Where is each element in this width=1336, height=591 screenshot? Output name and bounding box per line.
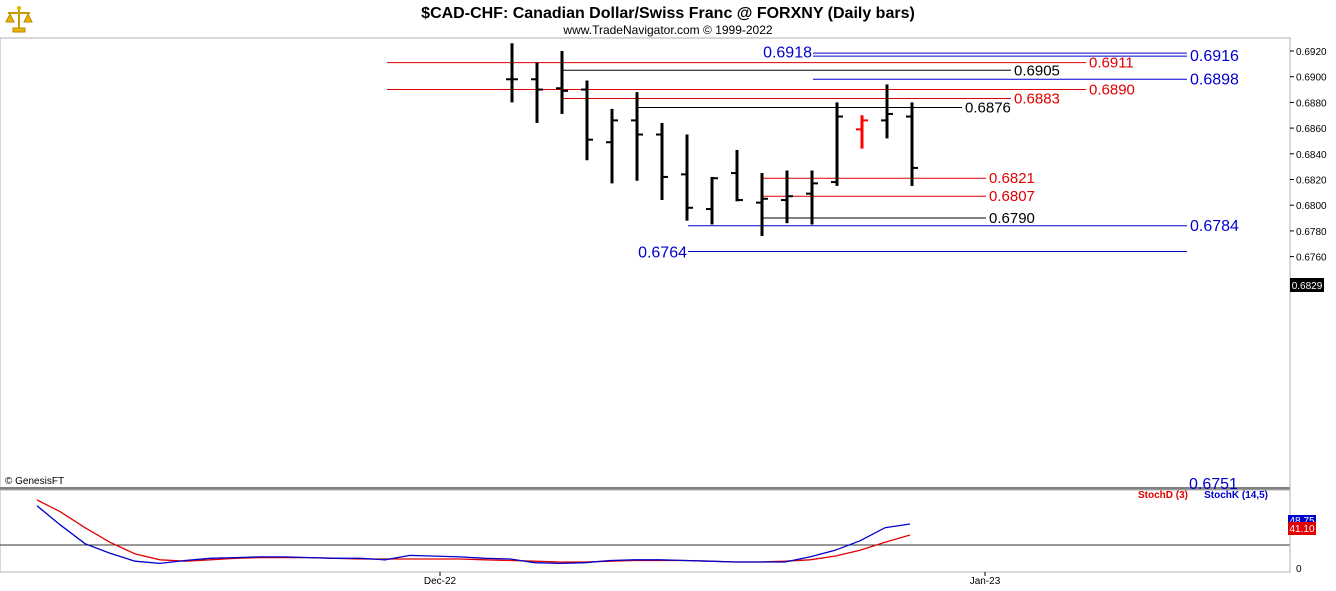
price-y-axis: 0.6920 0.6900 0.6880 0.6860 0.6840 0.6820 0.68… (1290, 47, 1327, 264)
level-label: 0.6807 (989, 188, 1035, 205)
ohlc-bar (506, 43, 518, 103)
support-resistance-levels: 0.6916 0.6918 0.6911 0.6905 0.6898 0.6890 0.68… (387, 45, 1239, 493)
price-panel (0, 37, 1291, 489)
stochk-line (36, 505, 911, 565)
ohlc-bar (631, 92, 643, 181)
ohlc-bar (781, 170, 793, 224)
y-tick-label: 0.6840 (1296, 150, 1327, 161)
y-tick-label: 0.6900 (1296, 73, 1327, 84)
scales-icon (4, 4, 34, 34)
level-label: 0.6790 (989, 210, 1035, 227)
legend-stochd: StochD (3) (1138, 490, 1188, 501)
ohlc-bar (531, 62, 543, 123)
stochd-readout-box (1288, 522, 1316, 535)
ohlc-bar (881, 84, 893, 139)
y-tick-label: 0.6880 (1296, 98, 1327, 109)
ohlc-bar (731, 149, 743, 202)
level-label: 0.6905 (1014, 62, 1060, 79)
last-price-label: 0.6829 (1292, 281, 1323, 292)
level-label: 0.6764 (638, 244, 687, 261)
x-label-jan-23: Jan-23 (970, 576, 1001, 587)
level-label: 0.6890 (1089, 82, 1135, 99)
y-tick-label: 0.6800 (1296, 201, 1327, 212)
y-tick-label: 0.6920 (1296, 47, 1327, 58)
y-tick-label: 0.6860 (1296, 124, 1327, 135)
level-label: 0.6916 (1190, 48, 1239, 65)
price-bars (506, 43, 918, 237)
level-label: 0.6751 (1189, 476, 1238, 493)
ohlc-bar (581, 80, 593, 161)
y-tick-label: 0.6820 (1296, 176, 1327, 187)
ohlc-bar (806, 170, 818, 225)
level-label: 0.6876 (965, 100, 1011, 117)
chart-title: $CAD-CHF: Canadian Dollar/Swiss Franc @ … (421, 5, 915, 22)
y-tick-label: 0.6760 (1296, 253, 1327, 264)
ohlc-bar (706, 176, 718, 225)
level-label: 0.6911 (1089, 55, 1134, 72)
level-label: 0.6898 (1190, 71, 1239, 88)
level-label: 0.6918 (763, 45, 812, 62)
stochd-readout: 41.10 (1289, 524, 1314, 535)
ohlc-bar (656, 122, 668, 201)
ohlc-bar (681, 134, 693, 221)
stochastic-zero-tick: 0 (1296, 564, 1302, 575)
level-label: 0.6883 (1014, 91, 1060, 108)
copyright-label: © GenesisFT (5, 476, 64, 487)
ohlc-bar (856, 115, 868, 149)
stochastic-lines (36, 499, 911, 565)
ohlc-bar (606, 108, 618, 184)
level-label: 0.6821 (989, 170, 1035, 187)
chart-subtitle: www.TradeNavigator.com © 1999-2022 (562, 23, 772, 37)
x-label-dec-22: Dec-22 (424, 576, 457, 587)
stochk-readout: 48.75 (1289, 516, 1314, 527)
stochd-line (36, 499, 911, 563)
y-tick-label: 0.6780 (1296, 227, 1327, 238)
ohlc-bar (906, 102, 918, 186)
legend-stochk: StochK (14,5) (1204, 490, 1268, 501)
ohlc-bar (756, 173, 768, 237)
level-label: 0.6784 (1190, 218, 1239, 235)
ohlc-bar (831, 102, 843, 186)
last-price-box (1290, 278, 1324, 292)
ohlc-bar (556, 51, 568, 114)
